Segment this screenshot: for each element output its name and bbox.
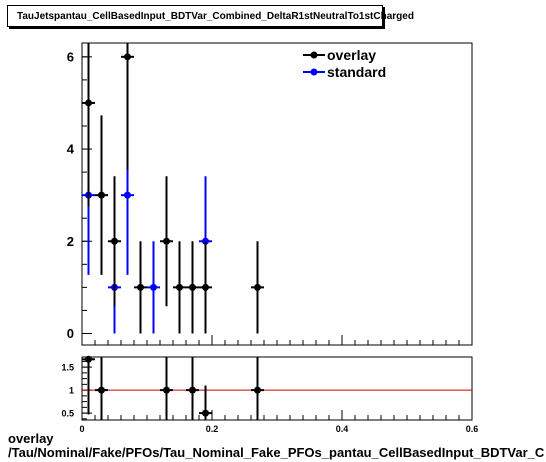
legend-entry-overlay: overlay	[303, 47, 376, 63]
chart-title: TauJetspantau_CellBasedInput_BDTVar_Comb…	[17, 11, 414, 22]
main-point-overlay	[199, 241, 212, 334]
legend-entry-standard: standard	[303, 64, 386, 80]
main-point-overlay	[82, 43, 95, 207]
ratio-point-ratio	[95, 357, 108, 420]
ratio-x-tick-label: 0	[79, 424, 84, 434]
ratio-marker	[189, 386, 196, 394]
main-point-overlay	[121, 43, 134, 170]
ratio-x-tick-label: 0.4	[336, 424, 349, 434]
ratio-plot-border	[81, 356, 473, 421]
main-marker	[85, 99, 92, 107]
ratio-point-ratio	[186, 357, 199, 420]
main-point-overlay	[186, 241, 199, 334]
legend-marker	[310, 68, 318, 76]
main-point-overlay	[251, 241, 264, 334]
main-marker	[98, 191, 105, 199]
chart-title-box: TauJetspantau_CellBasedInput_BDTVar_Comb…	[7, 5, 414, 27]
main-point-overlay	[95, 115, 108, 275]
main-point-overlay	[173, 241, 186, 334]
ratio-point-ratio	[160, 357, 173, 420]
main-marker	[124, 53, 131, 61]
legend-marker	[310, 51, 318, 59]
ratio-y-tick-label: 0.5	[61, 408, 74, 418]
main-marker	[163, 237, 170, 245]
main-y-tick-label: 6	[67, 49, 74, 64]
ratio-y-tick-label: 1.5	[61, 362, 74, 372]
main-marker	[137, 283, 144, 291]
ratio-marker	[202, 409, 209, 417]
main-y-tick-label: 2	[67, 234, 74, 249]
ratio-plot-frame	[81, 356, 473, 421]
ratio-x-tick-label: 0.2	[206, 424, 219, 434]
ratio-marker	[254, 386, 261, 394]
main-marker	[111, 237, 118, 245]
ratio-marker	[85, 355, 92, 363]
ratio-plot-points	[82, 355, 264, 420]
ratio-plot-axes: 0.5 1 1.5 0 0.2 0.4 0.6	[61, 360, 479, 434]
main-marker	[202, 283, 209, 291]
main-marker	[176, 283, 183, 291]
main-marker	[124, 191, 131, 199]
footer-label: overlay	[8, 431, 54, 446]
main-marker	[254, 283, 261, 291]
ratio-point-ratio	[199, 385, 212, 420]
main-marker	[189, 283, 196, 291]
ratio-x-tick-label: 0.6	[466, 424, 479, 434]
main-point-overlay	[160, 176, 173, 307]
main-point-standard	[147, 241, 160, 334]
ratio-point-ratio	[251, 357, 264, 420]
main-point-overlay	[108, 176, 121, 307]
main-marker	[150, 283, 157, 291]
ratio-marker	[98, 386, 105, 394]
legend-label-standard: standard	[327, 64, 386, 80]
ratio-y-tick-label: 1	[69, 385, 74, 395]
legend-label-overlay: overlay	[327, 47, 376, 63]
ratio-point-ratio	[82, 355, 95, 415]
main-y-tick-label: 0	[67, 326, 74, 341]
main-y-tick-label: 4	[67, 142, 75, 157]
main-point-overlay	[134, 241, 147, 334]
ratio-marker	[163, 386, 170, 394]
main-plot-points	[82, 43, 264, 334]
footer-path: /Tau/Nominal/Fake/PFOs/Tau_Nominal_Fake_…	[8, 445, 545, 460]
